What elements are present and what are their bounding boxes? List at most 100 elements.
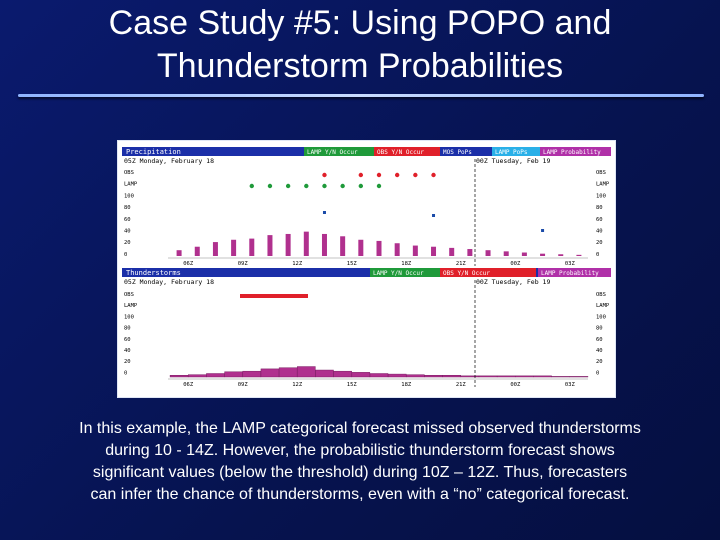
- tstm-row-label-right: 0: [596, 370, 599, 376]
- tstm-prob-bar: [224, 371, 243, 378]
- title-divider: [18, 94, 704, 97]
- slide-caption: In this example, the LAMP categorical fo…: [26, 418, 694, 506]
- lamp-chart-panel: Precipitation LAMP Y/N Occur OBS Y/N Occ…: [117, 140, 654, 398]
- precip-bar: [267, 235, 273, 256]
- precip-row-label-right: 0: [596, 252, 599, 258]
- lamp-chart: Precipitation LAMP Y/N Occur OBS Y/N Occ…: [122, 147, 654, 388]
- precip-date-right: 00Z Tuesday, Feb 19: [476, 157, 550, 165]
- pop-marker: [432, 214, 436, 217]
- tstm-prob-bar: [297, 366, 316, 378]
- precip-legend-lamp: LAMP Y/N Occur: [307, 149, 358, 156]
- tstm-row-label-right: LAMP: [596, 303, 610, 309]
- tstm-prob-bar: [242, 370, 262, 378]
- tstm-row-label-left: 80: [124, 326, 131, 332]
- slide-title: Case Study #5: Using POPO and Thundersto…: [0, 2, 720, 88]
- precip-bar: [376, 240, 382, 256]
- lamp-yes-dot: [322, 183, 327, 189]
- precip-bar: [231, 239, 237, 256]
- tstm-row-label-left: 40: [124, 348, 131, 354]
- tstm-date-right: 00Z Tuesday, Feb 19: [476, 278, 550, 286]
- tstm-x-tick: 15Z: [347, 382, 358, 388]
- tstm-prob-bar: [369, 373, 389, 378]
- tstm-prob-bar: [551, 376, 570, 378]
- precip-bar: [540, 253, 546, 256]
- tstm-prob-bar: [424, 375, 443, 378]
- obs-yes-dot: [413, 172, 418, 178]
- precip-x-tick: 21Z: [456, 261, 467, 267]
- precip-bar: [358, 239, 364, 256]
- tstm-prob-bar: [442, 375, 461, 378]
- precip-bar: [503, 251, 509, 256]
- precip-row-label-left: 60: [124, 217, 131, 223]
- precip-x-tick: 12Z: [292, 261, 303, 267]
- precip-panel-title: Precipitation: [126, 148, 181, 156]
- precip-bar: [394, 243, 400, 256]
- precip-bar: [449, 247, 455, 256]
- tstm-row-label-left: OBS: [124, 292, 134, 298]
- precip-bar: [576, 254, 582, 256]
- tstm-prob-bar: [315, 369, 334, 378]
- precip-row-label-left: 20: [124, 240, 131, 246]
- tstm-panel-title: Thunderstorms: [126, 269, 181, 277]
- tstm-prob-bar: [460, 375, 480, 378]
- precip-legend-mos: MOS PoPs: [443, 149, 472, 156]
- lamp-yes-dot: [267, 183, 273, 189]
- precip-bar: [285, 233, 291, 256]
- precip-legend-lamp-pops: LAMP PoPs: [495, 149, 528, 156]
- tstm-row-label-right: 100: [596, 314, 606, 320]
- pop-marker: [322, 211, 326, 214]
- tstm-row-label-left: 100: [124, 314, 134, 320]
- tstm-row-label-right: 60: [596, 337, 603, 343]
- tstm-row-label-left: LAMP: [124, 303, 138, 309]
- obs-yes-dot: [322, 172, 327, 178]
- caption-line-2: during 10 - 14Z. However, the probabilis…: [105, 442, 615, 459]
- tstm-legend-lamp: LAMP Y/N Occur: [373, 270, 424, 277]
- tstm-legend-lamp-prob: LAMP Probability: [541, 270, 599, 277]
- tstm-x-tick: 00Z: [510, 382, 521, 388]
- tstm-x-tick: 03Z: [565, 382, 576, 388]
- tstm-x-tick: 18Z: [401, 382, 412, 388]
- lamp-yes-dot: [376, 183, 382, 189]
- caption-line-1: In this example, the LAMP categorical fo…: [79, 420, 641, 437]
- tstm-x-tick: 09Z: [238, 382, 249, 388]
- tstm-prob-bar: [169, 375, 189, 378]
- lamp-yes-dot: [358, 183, 364, 189]
- tstm-prob-bar: [387, 373, 407, 378]
- precip-bar: [321, 233, 327, 256]
- precip-row-label-left: 40: [124, 229, 131, 235]
- precip-x-tick: 03Z: [565, 261, 576, 267]
- precip-bar: [485, 250, 491, 256]
- precip-row-label-left: OBS: [124, 170, 134, 176]
- tstm-prob-bar: [406, 374, 425, 378]
- tstm-row-label-right: 80: [596, 326, 603, 332]
- precip-row-label-right: 60: [596, 217, 603, 223]
- precip-row-label-left: 0: [124, 252, 127, 258]
- tstm-x-tick: 12Z: [292, 382, 303, 388]
- lamp-yes-dot: [340, 183, 345, 189]
- precip-bar: [249, 238, 255, 256]
- precip-row-label-right: 80: [596, 205, 603, 211]
- precip-x-tick: 00Z: [510, 261, 521, 267]
- tstm-legend-obs: OBS Y/N Occur: [443, 270, 490, 277]
- tstm-row-label-right: 40: [596, 348, 603, 354]
- precip-x-tick: 15Z: [347, 261, 358, 267]
- precip-bar: [212, 242, 218, 256]
- precip-row-label-right: OBS: [596, 170, 606, 176]
- precip-row-label-left: 80: [124, 205, 131, 211]
- precip-date-left: 05Z Monday, February 18: [124, 157, 214, 165]
- precip-row-label-right: 100: [596, 193, 606, 199]
- precip-bar: [412, 245, 418, 256]
- precip-bar: [558, 254, 564, 256]
- tstm-row-label-right: OBS: [596, 292, 606, 298]
- tstm-prob-bar: [333, 370, 352, 378]
- tstm-prob-bar: [278, 367, 298, 378]
- precip-row-label-left: 100: [124, 193, 134, 199]
- tstm-prob-bar: [515, 375, 534, 378]
- precip-legend-lamp-prob: LAMP Probability: [543, 149, 601, 156]
- tstm-prob-bar: [260, 368, 280, 378]
- tstm-x-tick: 06Z: [183, 382, 194, 388]
- tstm-prob-bar: [533, 375, 552, 378]
- title-line-1: Case Study #5: Using POPO and: [108, 4, 612, 42]
- obs-yes-dot: [394, 172, 400, 178]
- precip-x-tick: 06Z: [183, 261, 194, 267]
